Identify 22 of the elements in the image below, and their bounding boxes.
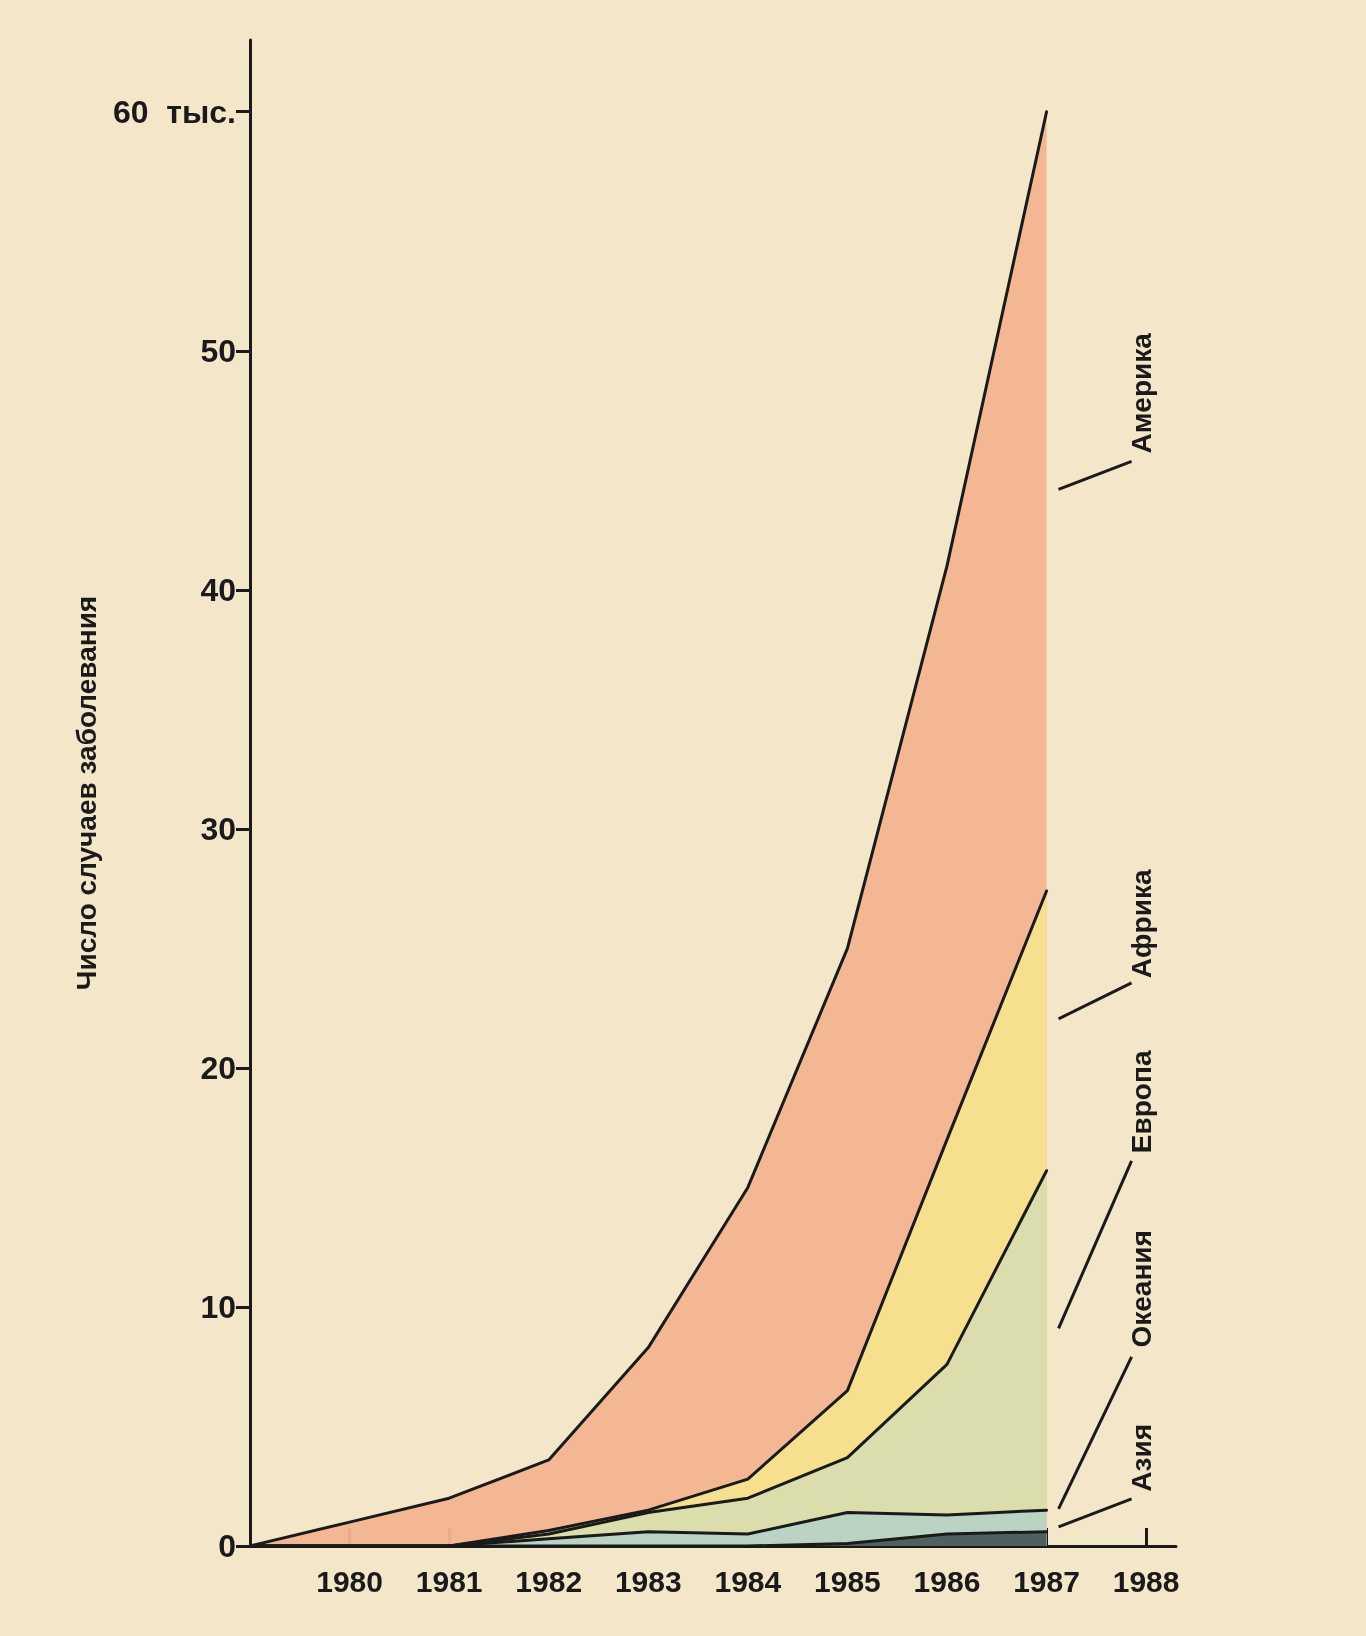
x-tick-label: 1987 [1013, 1564, 1080, 1598]
y-tick-label: 10 [200, 1288, 236, 1325]
text: Азия [1126, 1423, 1158, 1492]
x-tick-label: 1984 [714, 1564, 782, 1598]
x-tick-label: 1988 [1112, 1564, 1180, 1598]
y-tick-label: 40 [200, 571, 236, 608]
y-tick-label: 50 [200, 332, 236, 369]
text: Европа [1126, 1050, 1158, 1154]
x-tick-label: 1980 [316, 1564, 383, 1598]
text: Африка [1126, 869, 1158, 979]
x-tick-label: 1983 [614, 1564, 682, 1598]
y-axis-title: Число случаев заболевания [70, 595, 102, 991]
x-tick-label: 1985 [814, 1564, 881, 1598]
text: Америка [1126, 332, 1158, 454]
y-tick-label: 20 [200, 1049, 236, 1086]
y-tick-label: 0 [218, 1528, 236, 1564]
x-tick-label: 1986 [913, 1564, 981, 1598]
x-tick-label: 1982 [515, 1564, 583, 1598]
y-tick-label: 30 [200, 810, 236, 847]
x-tick-label: 1981 [415, 1564, 483, 1598]
y-tick-label: 60 тыс. [112, 93, 236, 130]
text: Океания [1126, 1230, 1158, 1348]
